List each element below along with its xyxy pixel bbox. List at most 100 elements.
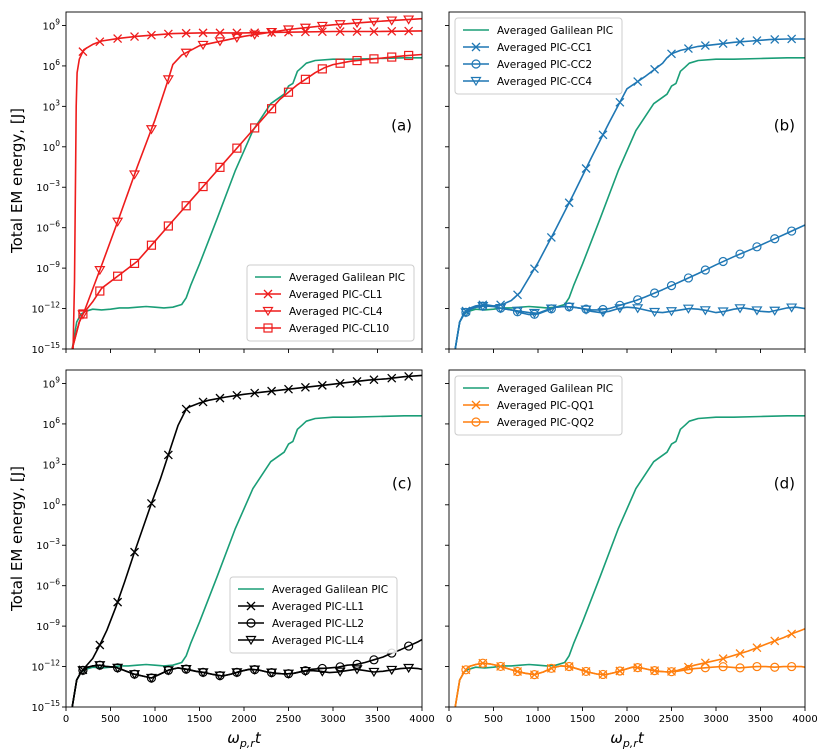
y-axis-label: Total EM energy, [J] <box>8 466 26 612</box>
data-point-marker <box>666 281 677 291</box>
data-point-marker <box>632 304 644 314</box>
series-line-averaged-galilean-pic <box>454 415 805 707</box>
data-point-marker <box>232 390 242 400</box>
data-point-marker <box>563 302 575 313</box>
data-point-marker <box>130 547 139 557</box>
y-tick-label: 106 <box>42 58 60 73</box>
data-point-marker <box>735 249 745 259</box>
data-point-marker <box>700 663 710 673</box>
data-point-marker <box>282 25 295 35</box>
data-point-marker <box>683 273 694 283</box>
data-point-marker <box>198 28 208 38</box>
y-tick-label: 109 <box>42 375 60 390</box>
data-point-marker <box>351 665 363 675</box>
data-point-marker <box>181 201 191 211</box>
data-point-marker <box>769 306 781 316</box>
data-point-marker <box>113 34 123 44</box>
data-point-marker <box>163 29 173 39</box>
data-point-marker <box>369 27 379 37</box>
legend-entry: Averaged Galilean PIC <box>272 584 388 596</box>
data-point-marker <box>735 663 745 673</box>
data-point-marker <box>700 265 710 275</box>
data-point-marker <box>386 665 398 676</box>
data-point-marker <box>615 666 625 676</box>
data-point-marker <box>597 308 609 318</box>
data-point-marker <box>614 304 626 314</box>
y-tick-label: 103 <box>42 98 60 113</box>
data-point-marker <box>128 170 141 180</box>
y-tick-label: 10−9 <box>36 618 60 633</box>
data-point-marker <box>787 629 797 639</box>
data-point-marker <box>682 304 694 314</box>
data-point-marker <box>299 666 311 677</box>
data-point-marker <box>529 670 540 680</box>
data-point-marker <box>615 97 625 107</box>
data-point-marker <box>95 640 105 650</box>
data-point-marker <box>461 665 471 675</box>
data-point-marker <box>665 307 678 317</box>
data-point-marker <box>231 33 243 43</box>
series-line-averaged-pic-qq2 <box>454 662 805 707</box>
data-point-marker <box>649 307 661 318</box>
legend-marker <box>262 306 274 317</box>
data-point-marker <box>299 23 311 33</box>
data-point-marker <box>718 39 728 49</box>
legend-marker <box>246 601 256 611</box>
x-tick-label: 0 <box>63 714 69 725</box>
y-tick-label: 10−15 <box>31 341 60 356</box>
data-point-marker <box>95 37 105 47</box>
data-point-marker <box>735 649 745 658</box>
data-point-marker <box>752 661 762 672</box>
data-point-marker <box>146 240 157 250</box>
data-point-marker <box>386 16 398 26</box>
y-tick-label: 106 <box>42 416 60 431</box>
x-axis-label: ωp,rt <box>227 729 262 750</box>
data-point-marker <box>529 264 539 274</box>
data-point-marker <box>734 304 746 314</box>
data-point-marker <box>180 665 192 675</box>
y-tick-label: 10−3 <box>36 537 60 552</box>
x-tick-label: 2000 <box>614 714 639 725</box>
data-point-marker <box>770 34 780 44</box>
legend: Averaged Galilean PIC Averaged PIC-LL1 Ave… <box>229 576 398 654</box>
data-point-marker <box>770 636 780 646</box>
data-point-marker <box>78 309 88 319</box>
data-point-marker <box>283 87 294 97</box>
series-line-averaged-pic-cc1 <box>454 38 805 349</box>
data-point-marker <box>145 673 157 684</box>
data-point-marker <box>598 669 608 680</box>
data-point-marker <box>316 21 328 32</box>
y-tick-label: 10−9 <box>36 260 60 275</box>
legend-entry: Averaged PIC-LL2 <box>272 618 364 630</box>
data-point-marker <box>666 667 677 677</box>
data-point-marker <box>215 28 225 38</box>
data-point-marker <box>317 380 327 390</box>
data-point-marker <box>786 303 798 313</box>
data-point-marker <box>650 64 660 74</box>
panel-a: 109 106 103 100 10−3 10−6 10−9 10−12 10−15 (a) Tot… <box>8 11 423 356</box>
legend: Averaged Galilean PIC Averaged PIC-QQ1 Ave… <box>454 375 623 436</box>
data-point-marker <box>232 143 242 153</box>
y-tick-label: 103 <box>42 456 60 471</box>
legend-marker <box>263 323 273 333</box>
data-point-marker <box>633 295 643 305</box>
data-point-marker <box>249 665 261 675</box>
data-point-marker <box>197 668 209 678</box>
legend-marker <box>471 42 481 52</box>
series-line-averaged-galilean-pic <box>71 415 422 707</box>
panel-label: (b) <box>774 117 795 135</box>
data-point-marker <box>752 643 762 653</box>
x-tick-label: 2000 <box>231 714 256 725</box>
data-point-marker <box>284 384 293 394</box>
data-point-marker <box>511 306 524 317</box>
data-point-marker <box>649 288 660 298</box>
y-tick-label: 10−6 <box>36 578 60 593</box>
data-point-marker <box>460 308 472 318</box>
data-point-marker <box>770 234 780 244</box>
data-point-marker <box>478 658 488 668</box>
data-point-marker <box>581 164 591 173</box>
data-point-marker <box>146 30 156 40</box>
data-point-marker <box>545 304 557 314</box>
data-point-marker <box>404 26 414 36</box>
data-point-marker <box>369 375 379 385</box>
